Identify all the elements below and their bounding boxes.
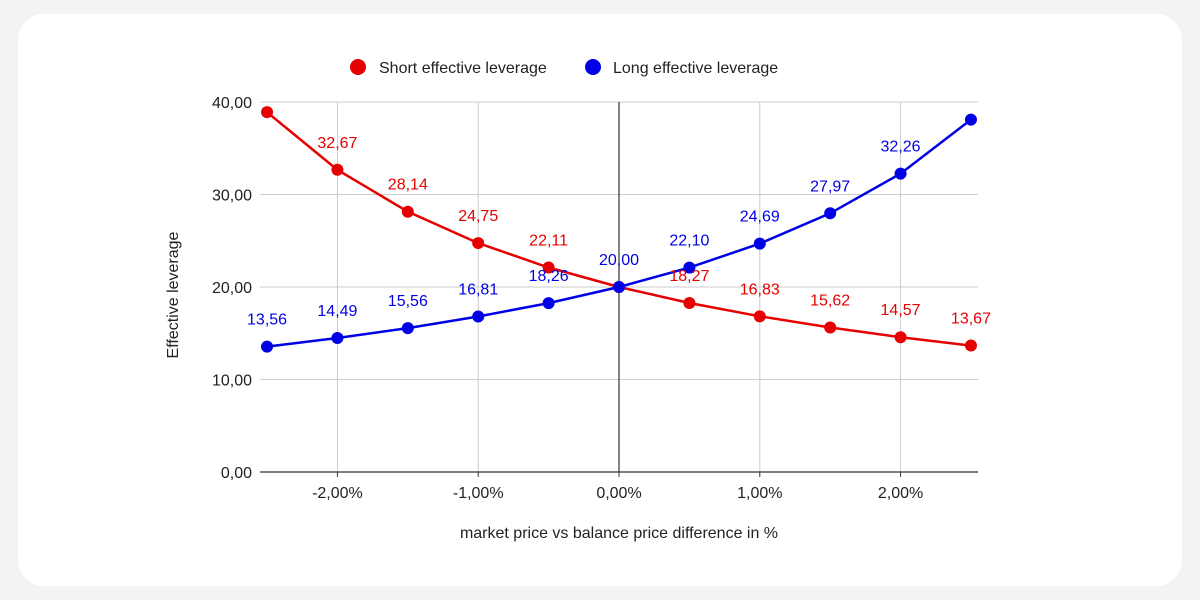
long-data-label: 22,10 — [669, 233, 709, 250]
short-legend-marker — [350, 59, 366, 75]
short-data-point — [753, 310, 766, 323]
short-data-point — [472, 237, 485, 250]
x-tick-label: 1,00% — [737, 485, 782, 502]
data-labels: 32,67 28,14 24,75 22,11 18,27 16,83 15,62 14,57… — [247, 135, 991, 329]
long-data-point — [261, 340, 274, 353]
short-data-label: 32,67 — [317, 135, 357, 152]
short-data-label: 14,57 — [881, 302, 921, 319]
long-data-label: 24,69 — [740, 209, 780, 226]
long-data-point — [472, 310, 485, 323]
x-tick-label: 2,00% — [878, 485, 923, 502]
long-data-label: 18,26 — [529, 268, 569, 285]
x-tick-label: -1,00% — [453, 485, 504, 502]
long-data-point — [613, 281, 625, 293]
y-tick-label: 40,00 — [212, 95, 252, 112]
short-data-label: 16,83 — [740, 281, 780, 298]
series-layer — [261, 106, 977, 353]
long-data-label: 27,97 — [810, 178, 850, 195]
short-data-point — [261, 106, 274, 119]
axes: 0,00 10,00 20,00 30,00 40,00 -2,00% -1,00% 0,00… — [212, 95, 978, 502]
short-data-point — [964, 339, 977, 352]
long-data-label: 32,26 — [881, 139, 921, 156]
y-tick-label: 10,00 — [212, 373, 252, 390]
short-data-point — [401, 205, 414, 218]
long-data-label: 14,49 — [317, 303, 357, 320]
long-data-point — [824, 207, 837, 220]
short-data-point — [894, 331, 907, 344]
short-data-point — [331, 163, 344, 176]
short-data-label: 13,67 — [951, 311, 991, 328]
y-tick-label: 20,00 — [212, 280, 252, 297]
legend: Short effective leverage Long effective l… — [350, 59, 778, 77]
long-data-point — [401, 322, 414, 335]
long-data-point — [331, 331, 344, 344]
long-legend-label: Long effective leverage — [613, 60, 778, 77]
x-tick-label: -2,00% — [312, 485, 363, 502]
long-data-point — [753, 237, 766, 250]
y-axis-title: Effective leverage — [165, 231, 182, 358]
short-data-label: 22,11 — [529, 232, 568, 249]
long-data-point — [542, 297, 555, 310]
short-data-point — [542, 261, 555, 274]
short-data-point — [683, 297, 696, 310]
x-tick-label: 0,00% — [596, 485, 641, 502]
long-data-label: 13,56 — [247, 312, 287, 329]
long-data-label: 20,00 — [599, 252, 639, 269]
short-data-label: 18,27 — [669, 268, 709, 285]
long-data-label: 15,56 — [388, 293, 428, 310]
long-data-point — [964, 113, 977, 126]
y-tick-label: 0,00 — [221, 465, 252, 482]
chart-card — [18, 14, 1182, 586]
short-data-point — [824, 321, 837, 334]
x-axis-title: market price vs balance price difference… — [460, 525, 778, 542]
long-legend-marker — [585, 59, 601, 75]
short-data-label: 15,62 — [810, 293, 850, 310]
short-legend-label: Short effective leverage — [379, 60, 547, 77]
long-data-label: 16,81 — [458, 282, 498, 299]
long-data-point — [683, 261, 696, 274]
short-data-label: 28,14 — [388, 177, 428, 194]
y-tick-label: 30,00 — [212, 188, 252, 205]
short-data-label: 24,75 — [458, 208, 498, 225]
long-data-point — [894, 167, 907, 180]
